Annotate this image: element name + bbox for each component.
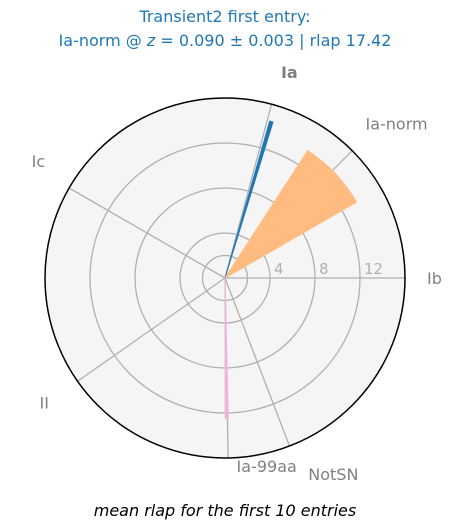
title-prefix: Ia-norm @ bbox=[59, 31, 147, 50]
bar-ia bbox=[224, 120, 274, 279]
category-label-ic: Ic bbox=[32, 152, 46, 171]
chart-title-line-2: Ia-norm @ z = 0.090 ± 0.003 | rlap 17.42 bbox=[59, 31, 392, 50]
category-label-notsn: NotSN bbox=[308, 465, 358, 484]
radial-tick-label-8: 8 bbox=[319, 260, 329, 278]
category-label-ia-norm: Ia-norm bbox=[365, 115, 427, 134]
tick-layer: 4 8 12 bbox=[274, 260, 383, 278]
bar-ia-norm bbox=[224, 149, 358, 279]
grid-spoke-notsn bbox=[224, 277, 291, 447]
grid-spoke-ic bbox=[68, 187, 226, 279]
chart-footnote: mean rlap for the first 10 entries bbox=[94, 501, 356, 520]
category-label-ia: Ia bbox=[281, 63, 298, 82]
bar-layer bbox=[224, 120, 358, 420]
category-label-ii: II bbox=[40, 393, 49, 412]
radial-tick-label-4: 4 bbox=[274, 260, 284, 278]
radial-tick-label-12: 12 bbox=[364, 260, 383, 278]
category-label-ia-99aa: Ia-99aa bbox=[237, 457, 297, 476]
polar-outline bbox=[44, 97, 406, 459]
bar-ia-99aa bbox=[224, 277, 229, 420]
category-label-ib: Ib bbox=[427, 269, 442, 288]
title-z-symbol: z bbox=[146, 31, 156, 50]
label-layer: Ia Ia-norm Ib NotSN Ia-99aa II Ic bbox=[32, 63, 442, 484]
grid-spoke-ii bbox=[77, 277, 226, 382]
chart-title-line-1: Transient2 first entry: bbox=[138, 7, 310, 26]
title-z-expr: = 0.090 ± 0.003 bbox=[155, 31, 294, 50]
title-suffix: | rlap 17.42 bbox=[294, 31, 391, 50]
